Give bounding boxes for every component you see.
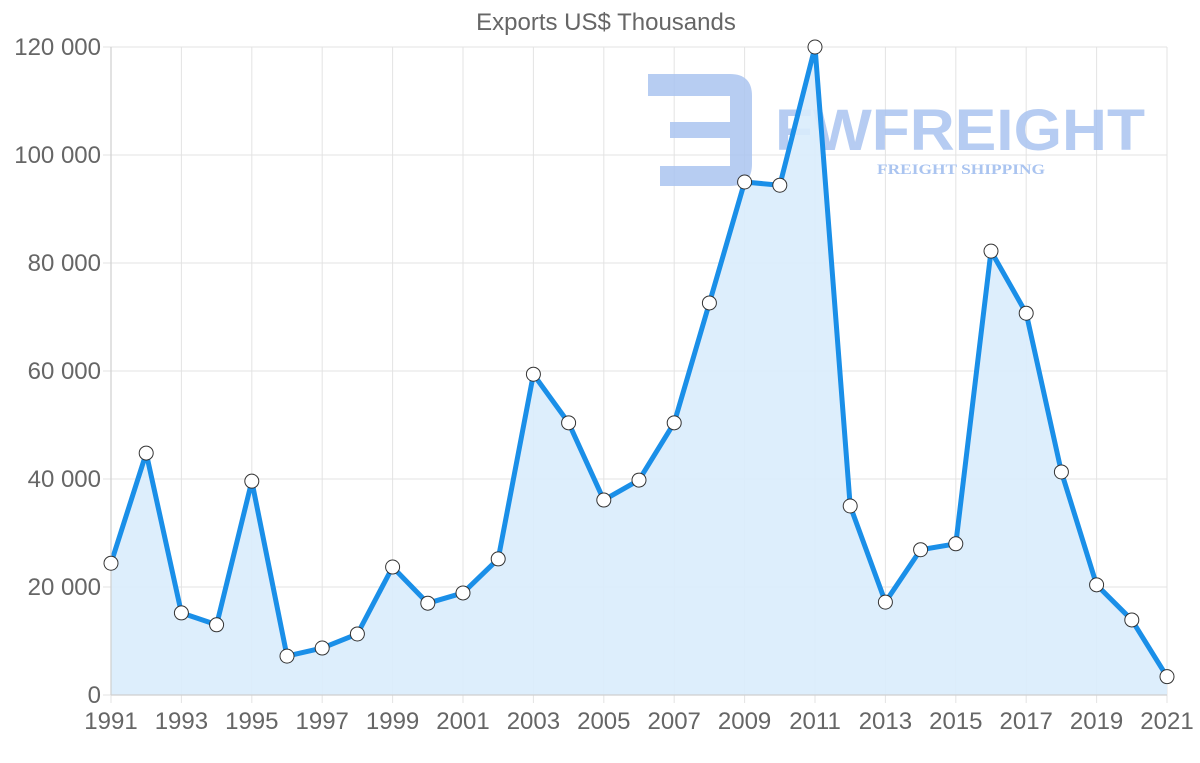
- y-tick-label: 0: [88, 682, 101, 709]
- x-tick-label: 2021: [1140, 708, 1193, 735]
- data-point-1991[interactable]: [103, 555, 119, 571]
- data-point-2021[interactable]: [1159, 669, 1175, 685]
- x-tick-label: 1993: [155, 708, 208, 735]
- x-tick-label: 1991: [84, 708, 137, 735]
- x-tick-label: 2013: [859, 708, 912, 735]
- data-point-2004[interactable]: [561, 415, 577, 431]
- y-tick-label: 80 000: [28, 250, 101, 277]
- chart-title: Exports US$ Thousands: [476, 9, 736, 36]
- data-point-2002[interactable]: [490, 551, 506, 567]
- data-point-2018[interactable]: [1053, 464, 1069, 480]
- data-point-2000[interactable]: [420, 595, 436, 611]
- data-point-2014[interactable]: [913, 542, 929, 558]
- data-point-1993[interactable]: [173, 605, 189, 621]
- data-point-1995[interactable]: [244, 473, 260, 489]
- x-tick-label: 2005: [577, 708, 630, 735]
- data-point-2005[interactable]: [596, 492, 612, 508]
- watermark-logo: FWFREIGHT FREIGHT SHIPPING: [648, 74, 1145, 186]
- data-point-2001[interactable]: [455, 585, 471, 601]
- watermark-brand: FWFREIGHT: [775, 98, 1145, 163]
- data-point-1992[interactable]: [138, 445, 154, 461]
- y-tick-label: 120 000: [14, 34, 101, 61]
- data-point-2013[interactable]: [877, 594, 893, 610]
- data-point-2008[interactable]: [701, 295, 717, 311]
- data-point-1998[interactable]: [349, 626, 365, 642]
- data-point-2012[interactable]: [842, 498, 858, 514]
- data-point-2017[interactable]: [1018, 305, 1034, 321]
- x-axis-ticks: 1991 1993 1995 1997 1999 2001 2003 2005 2007 2009…: [84, 708, 1193, 735]
- y-tick-label: 40 000: [28, 466, 101, 493]
- x-tick-label: 2001: [436, 708, 489, 735]
- data-point-1997[interactable]: [314, 640, 330, 656]
- data-point-2003[interactable]: [525, 366, 541, 382]
- data-point-2010[interactable]: [772, 177, 788, 193]
- x-tick-label: 2003: [507, 708, 560, 735]
- x-tick-label: 2007: [648, 708, 701, 735]
- watermark-tagline: FREIGHT SHIPPING: [877, 162, 1045, 178]
- data-point-2019[interactable]: [1089, 577, 1105, 593]
- x-tick-label: 2017: [1000, 708, 1053, 735]
- x-tick-label: 1995: [225, 708, 278, 735]
- data-point-2009[interactable]: [737, 174, 753, 190]
- x-tick-label: 2019: [1070, 708, 1123, 735]
- axes: [110, 47, 1167, 696]
- data-point-2006[interactable]: [631, 472, 647, 488]
- data-point-2007[interactable]: [666, 415, 682, 431]
- y-tick-label: 60 000: [28, 358, 101, 385]
- data-point-1994[interactable]: [209, 617, 225, 633]
- y-tick-label: 20 000: [28, 574, 101, 601]
- y-tick-label: 100 000: [14, 142, 101, 169]
- data-point-2016[interactable]: [983, 243, 999, 259]
- data-point-1996[interactable]: [279, 648, 295, 664]
- data-point-1999[interactable]: [385, 559, 401, 575]
- data-points: [103, 39, 1175, 685]
- data-point-2020[interactable]: [1124, 612, 1140, 628]
- y-axis-ticks: 0 20 000 40 000 60 000 80 000 100 000 120 000: [14, 34, 101, 709]
- x-tick-label: 2015: [929, 708, 982, 735]
- logo-mark-icon: [648, 74, 752, 186]
- x-tick-label: 2009: [718, 708, 771, 735]
- x-tick-label: 2011: [789, 708, 841, 735]
- data-point-2011[interactable]: [807, 39, 823, 55]
- x-tick-label: 1999: [366, 708, 419, 735]
- data-point-2015[interactable]: [948, 536, 964, 552]
- x-tick-label: 1997: [296, 708, 349, 735]
